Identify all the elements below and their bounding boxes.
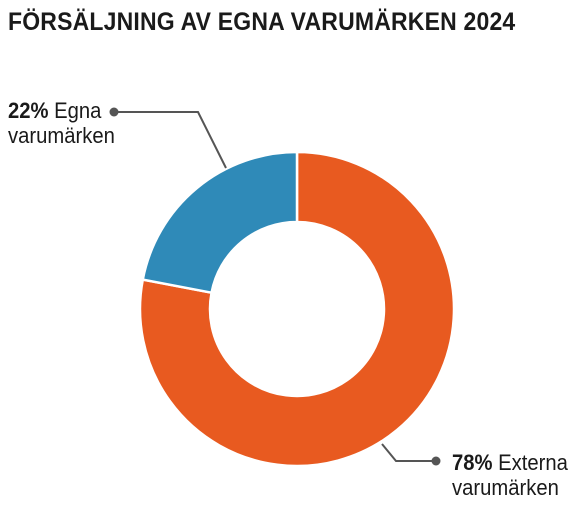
label-externa-name: Externa [498, 450, 568, 475]
label-egna-name2: varumärken [8, 123, 115, 148]
slice-egna [141, 150, 299, 295]
label-egna-name: Egna [54, 98, 102, 123]
externa-leader-dot [431, 456, 441, 466]
label-externa-pct: 78% [452, 450, 493, 475]
label-egna: 22% Egna varumärken [8, 98, 115, 148]
egna-leader-dot [109, 107, 119, 117]
chart-title: FÖRSÄLJNING AV EGNA VARUMÄRKEN 2024 [8, 8, 516, 36]
slice-externa [138, 150, 456, 468]
label-externa-name2: varumärken [452, 475, 559, 500]
label-externa: 78% Externa varumärken [452, 450, 568, 500]
label-egna-pct: 22% [8, 98, 49, 123]
externa-leader-line [381, 443, 436, 462]
egna-leader-line [114, 111, 227, 169]
